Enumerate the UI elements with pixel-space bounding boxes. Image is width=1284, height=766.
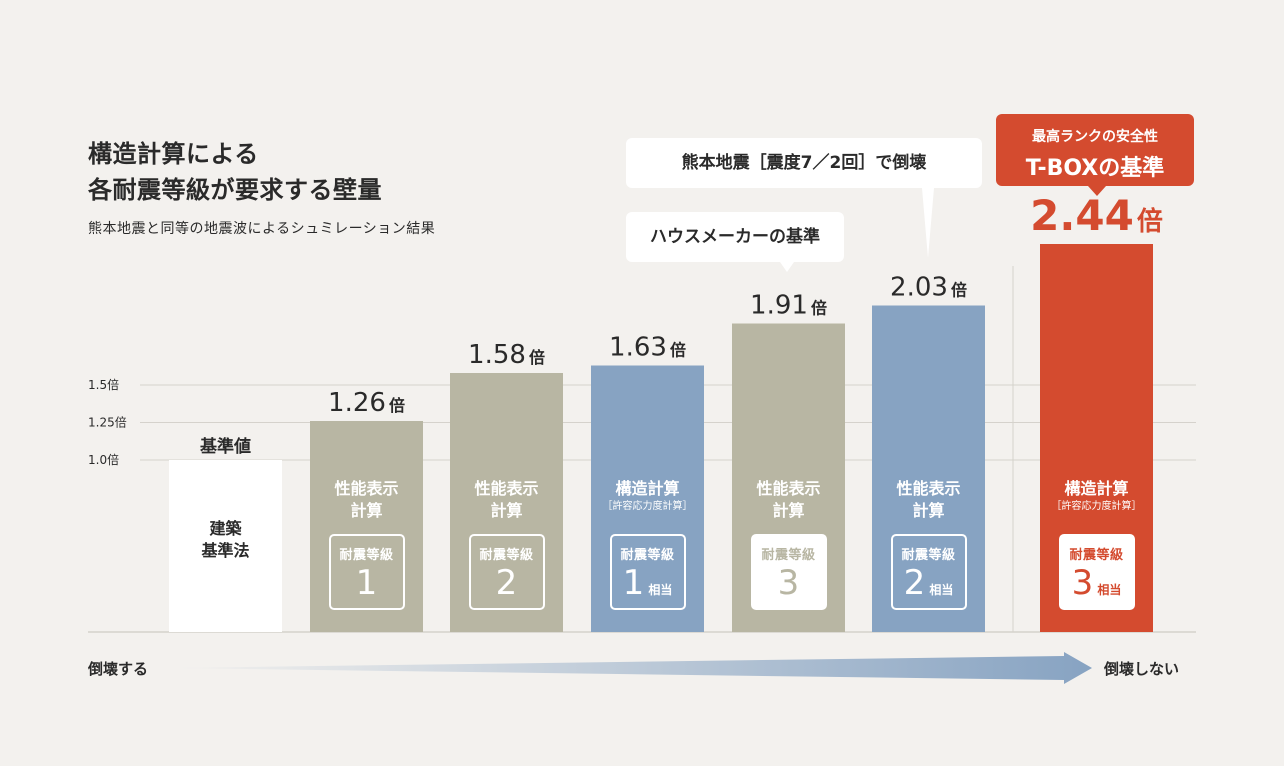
grade-label: 耐震等級 [620,548,675,563]
grade-number: 3 [753,563,825,603]
bar-category-label: 性能表示 [896,479,961,498]
grade-box: 耐震等級 2 [468,534,545,610]
y-tick-label: 1.5倍 [88,377,119,392]
grade-number: 2 [471,563,543,603]
bar-content: 建築 基準法 [169,518,282,562]
bar-category-label: 計算 [772,501,805,520]
grade-number: 1 [331,563,403,603]
value-label: 1.26 倍 [328,388,405,418]
bar-category-sublabel: ［許容応力度計算］ [1051,501,1142,512]
grade-number: 1 相当 [612,563,684,610]
arrow-label-left: 倒壊する [88,660,149,678]
grade-suffix: 相当 [1093,583,1122,597]
grade-suffix: 相当 [644,583,673,597]
y-tick-label: 1.0倍 [88,452,119,467]
value-label: 1.91 倍 [750,291,827,321]
arrow-label-right: 倒壊しない [1104,660,1180,678]
value-label: 1.58 倍 [468,340,545,370]
value-label: 2.03 倍 [890,273,967,303]
value-label: 基準値 [199,436,251,457]
bar-category-sublabel: ［許容応力度計算］ [602,501,693,512]
grade-box: 耐震等級 3 [750,534,827,610]
grade-box: 耐震等級 3 相当 [1058,534,1135,610]
callout-kumamoto: 熊本地震［震度7／2回］で倒壊 [626,138,982,188]
bar-category-label: 基準法 [201,541,250,560]
callout-tbox-tail [1088,186,1106,196]
bar-category-label: 構造計算 [1064,479,1129,498]
callout-kumamoto-text: 熊本地震［震度7／2回］で倒壊 [681,153,927,173]
chart-title-line1: 構造計算による [88,140,259,168]
grade-label: 耐震等級 [339,548,394,563]
grade-box: 耐震等級 2 相当 [890,534,967,610]
bar-category-label: 性能表示 [474,479,539,498]
callout-housemaker-tail [780,262,794,272]
grade-number: 2 相当 [893,563,965,610]
bar-category-label: 性能表示 [756,479,821,498]
grade-box: 耐震等級 1 相当 [609,534,686,610]
bar-category-label: 建築 [209,519,242,538]
grade-label: 耐震等級 [1069,548,1124,563]
grade-number: 3 相当 [1061,563,1133,610]
callout-tbox: 最高ランクの安全性 T-BOXの基準 [996,114,1194,186]
grade-number-value: 3 [777,563,800,603]
bar-category-label: 計算 [350,501,383,520]
grade-number-value: 2 [495,563,518,603]
chart-subtitle: 熊本地震と同等の地震波によるシュミレーション結果 [88,221,436,237]
title-block: 構造計算による 各耐震等級が要求する壁量 熊本地震と同等の地震波によるシュミレー… [88,136,435,238]
grade-box: 耐震等級 1 [328,534,405,610]
bar-category-label: 計算 [490,501,523,520]
callout-tbox-line2: T-BOXの基準 [1025,156,1165,181]
value-label: 1.63 倍 [609,333,686,363]
grade-number-value: 1 [355,563,378,603]
grade-number-value: 3 [1071,563,1094,603]
bar-category-label: 計算 [912,501,945,520]
bar-content: 性能表示 計算 [450,478,563,522]
callout-tbox-line1: 最高ランクの安全性 [1032,129,1158,145]
grade-label: 耐震等級 [761,548,816,563]
chart-title-line2: 各耐震等級が要求する壁量 [88,176,382,204]
bar-content: 構造計算 ［許容応力度計算］ [1040,478,1153,514]
callout-kumamoto-tail [922,188,934,258]
grade-label: 耐震等級 [479,548,534,563]
bar-content: 性能表示 計算 [310,478,423,522]
bar-category-label: 構造計算 [615,479,680,498]
bar-content: 性能表示 計算 [872,478,985,522]
bar-content: 性能表示 計算 [732,478,845,522]
bar-content: 構造計算 ［許容応力度計算］ [591,478,704,514]
direction-arrow [170,652,1092,684]
bar-category-label: 性能表示 [334,479,399,498]
grade-number-value: 1 [622,563,645,603]
callout-housemaker-text: ハウスメーカーの基準 [650,227,820,247]
y-tick-label: 1.25倍 [88,415,127,430]
value-label: 2.44 倍 [1030,191,1163,240]
grade-label: 耐震等級 [901,548,956,563]
bar [169,460,282,632]
grade-suffix: 相当 [925,583,954,597]
callout-housemaker: ハウスメーカーの基準 [626,212,844,262]
grade-number-value: 2 [903,563,926,603]
